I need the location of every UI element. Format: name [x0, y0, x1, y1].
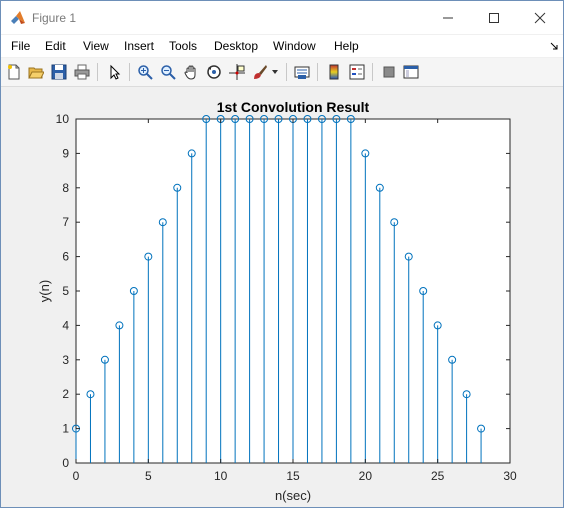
maximize-icon [489, 12, 499, 23]
stem-marker [86, 390, 95, 399]
x-tick-label: 30 [503, 469, 517, 483]
close-button[interactable] [517, 1, 563, 34]
stem-plot[interactable]: 0 5 10 15 20 25 30 0 1 2 3 4 5 6 7 8 9 10 1st Convolutio… [1, 87, 563, 507]
menu-desktop[interactable]: Desktop [214, 39, 259, 53]
stem-marker [404, 252, 413, 261]
y-tick-label: 7 [62, 215, 69, 229]
menu-help[interactable]: Help [334, 39, 359, 53]
y-tick-label: 2 [62, 387, 69, 401]
stem-marker [448, 355, 457, 364]
open-file-icon[interactable] [26, 62, 46, 82]
menu-file[interactable]: File [11, 39, 31, 53]
x-axis-label: n(sec) [275, 488, 311, 503]
window-title: Figure 1 [32, 11, 77, 25]
y-tick-label: 3 [62, 353, 69, 367]
stem-marker [260, 115, 269, 123]
stem-marker [346, 115, 355, 123]
x-tick-label: 15 [286, 469, 300, 483]
stem-marker [462, 390, 471, 399]
stem-marker [390, 218, 399, 227]
dock-arrow-icon[interactable] [549, 41, 559, 51]
stem-marker [100, 355, 109, 364]
print-icon[interactable] [72, 62, 92, 82]
stem-marker [477, 424, 486, 433]
stem-marker [158, 218, 167, 227]
brush-icon[interactable] [250, 62, 270, 82]
stem-marker [245, 115, 254, 123]
menu-tools[interactable]: Tools [169, 39, 198, 53]
y-tick-label: 8 [62, 181, 69, 195]
stem-marker [202, 115, 211, 123]
menu-insert[interactable]: Insert [124, 39, 155, 53]
zoom-in-icon[interactable] [135, 62, 155, 82]
matlab-logo-icon [11, 11, 25, 24]
stem-marker [332, 115, 341, 123]
pan-icon[interactable] [181, 62, 201, 82]
stem-marker [144, 252, 153, 261]
stem-marker [231, 115, 240, 123]
minimize-button[interactable] [425, 1, 471, 34]
stem-marker [375, 183, 384, 192]
x-tick-label: 0 [73, 469, 80, 483]
stem-marker [317, 115, 326, 123]
title-bar: Figure 1 [1, 1, 563, 34]
stem-marker [187, 149, 196, 158]
menu-bar: File Edit View Insert Tools Desktop Wind… [1, 35, 563, 57]
show-plot-tools-icon[interactable] [401, 62, 421, 82]
hide-plot-tools-icon[interactable] [379, 62, 399, 82]
legend-icon[interactable] [347, 62, 367, 82]
y-tick-label: 4 [62, 318, 69, 332]
y-tick-label: 1 [62, 422, 69, 436]
y-axis-label: y(n) [37, 280, 52, 302]
x-tick-label: 5 [145, 469, 152, 483]
chart-title: 1st Convolution Result [217, 99, 370, 115]
rotate-3d-icon[interactable] [204, 62, 224, 82]
pointer-icon[interactable] [104, 62, 124, 82]
y-tick-label: 6 [62, 250, 69, 264]
x-tick-label: 25 [431, 469, 445, 483]
y-tick-label: 5 [62, 284, 69, 298]
menu-window[interactable]: Window [273, 39, 316, 53]
y-tick-label: 0 [62, 456, 69, 470]
y-tick-label: 10 [56, 112, 70, 126]
maximize-button[interactable] [471, 1, 517, 34]
stem-marker [274, 115, 283, 123]
x-tick-label: 20 [359, 469, 373, 483]
stem-marker [433, 321, 442, 330]
data-cursor-icon[interactable] [227, 62, 247, 82]
x-tick-label: 10 [214, 469, 228, 483]
minimize-icon [443, 17, 453, 18]
stem-marker [129, 287, 138, 295]
stem-marker [361, 149, 370, 158]
save-icon[interactable] [49, 62, 69, 82]
close-icon [534, 12, 546, 23]
stem-marker [419, 287, 428, 295]
y-tick-label: 9 [62, 146, 69, 160]
dropdown-arrow-icon[interactable] [269, 62, 281, 82]
stem-marker [173, 183, 182, 192]
link-plot-icon[interactable] [292, 62, 312, 82]
colorbar-icon[interactable] [324, 62, 344, 82]
stem-marker [115, 321, 124, 330]
stem-marker [303, 115, 312, 123]
menu-edit[interactable]: Edit [45, 39, 66, 53]
new-figure-icon[interactable] [4, 62, 24, 82]
figure-toolbar [1, 58, 563, 87]
figure-canvas: 0 5 10 15 20 25 30 0 1 2 3 4 5 6 7 8 9 10 1st Convolutio… [1, 87, 563, 507]
menu-view[interactable]: View [83, 39, 109, 53]
zoom-out-icon[interactable] [158, 62, 178, 82]
